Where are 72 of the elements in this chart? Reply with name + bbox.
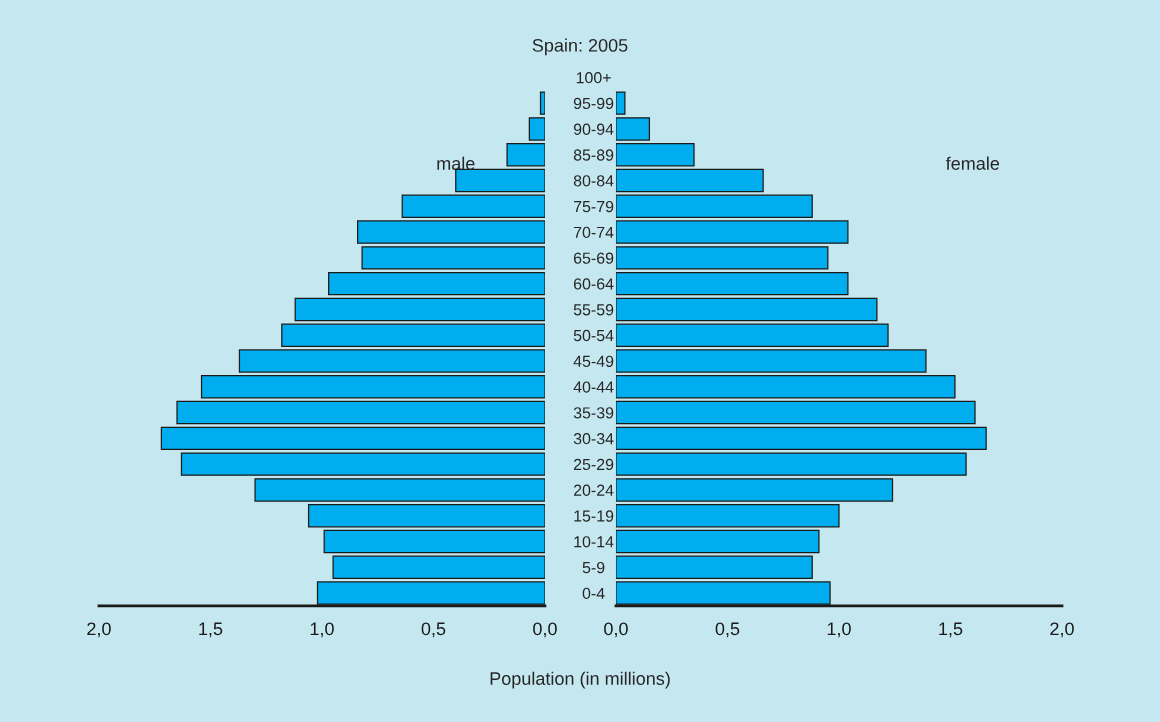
y-tick-label: 100+ xyxy=(576,72,611,84)
y-tick-label: 95-99 xyxy=(573,97,614,110)
bar xyxy=(615,426,987,451)
bar xyxy=(615,555,813,580)
bar xyxy=(294,297,545,322)
y-tick-label: 0-4 xyxy=(582,587,605,600)
bar xyxy=(361,246,545,270)
y-tick-label: 10-14 xyxy=(574,536,614,548)
y-tick-label: 45-49 xyxy=(573,355,614,367)
y-tick-label: 65-69 xyxy=(573,252,614,264)
y-tick-label: 50-54 xyxy=(573,329,614,342)
x-axis-title: Population (in millions) xyxy=(490,671,670,689)
y-tick-label: 85-89 xyxy=(573,149,614,161)
bar xyxy=(615,297,878,322)
bar xyxy=(615,220,849,244)
bar xyxy=(615,478,894,502)
bar xyxy=(332,555,545,580)
bar xyxy=(615,117,651,141)
bar xyxy=(176,400,545,425)
x-tick-label: 0,0 xyxy=(604,622,628,638)
y-tick-label: 90-94 xyxy=(573,123,614,135)
bar xyxy=(615,452,967,476)
bar xyxy=(615,168,764,193)
bar xyxy=(506,143,545,167)
y-tick-label: 5-9 xyxy=(582,561,605,574)
bar xyxy=(615,349,927,373)
bar xyxy=(323,529,545,554)
y-tick-label: 25-29 xyxy=(573,458,614,471)
bar xyxy=(160,426,545,451)
x-tick-label: 1,0 xyxy=(827,622,851,638)
bar xyxy=(401,194,545,219)
y-tick-label: 30-34 xyxy=(573,433,614,445)
bar xyxy=(615,400,976,425)
bar xyxy=(528,117,545,141)
bar xyxy=(615,271,849,296)
bar xyxy=(455,168,545,193)
x-tick-label: 1,0 xyxy=(310,622,334,638)
bar xyxy=(615,194,813,219)
y-tick-label: 35-39 xyxy=(573,407,614,419)
x-tick-label: 1,5 xyxy=(939,622,963,638)
text: female xyxy=(945,156,1000,170)
bar xyxy=(238,349,545,373)
bar xyxy=(615,91,626,115)
bar xyxy=(615,504,840,528)
series-label: male xyxy=(437,156,475,170)
bar xyxy=(615,375,956,399)
y-tick-label: 75-79 xyxy=(573,200,614,213)
x-tick-label: 0,0 xyxy=(533,622,557,638)
bar xyxy=(281,323,545,347)
bar xyxy=(328,271,545,296)
bar xyxy=(615,143,695,167)
bar xyxy=(615,323,889,347)
y-tick-label: 40-44 xyxy=(573,381,614,393)
x-tick-label: 2,0 xyxy=(87,622,111,638)
y-tick-label: 55-59 xyxy=(573,304,614,316)
x-tick-label: 1,5 xyxy=(199,622,223,638)
bar xyxy=(200,375,545,399)
bar xyxy=(615,529,820,554)
x-tick-label: 2,0 xyxy=(1050,622,1074,638)
bar xyxy=(254,478,545,502)
bar xyxy=(307,504,545,528)
bar xyxy=(357,220,545,244)
bar xyxy=(615,246,829,270)
chart-title: Spain: 2005 xyxy=(532,38,628,56)
y-tick-label: 60-64 xyxy=(573,278,614,290)
y-tick-label: 80-84 xyxy=(573,175,614,187)
y-tick-label: 15-19 xyxy=(574,510,614,522)
x-tick-label: 0,5 xyxy=(421,622,446,638)
bar xyxy=(180,452,545,476)
x-tick-label: 0,5 xyxy=(715,622,740,638)
y-tick-label: 70-74 xyxy=(573,226,614,239)
y-tick-label: 20-24 xyxy=(573,484,614,496)
